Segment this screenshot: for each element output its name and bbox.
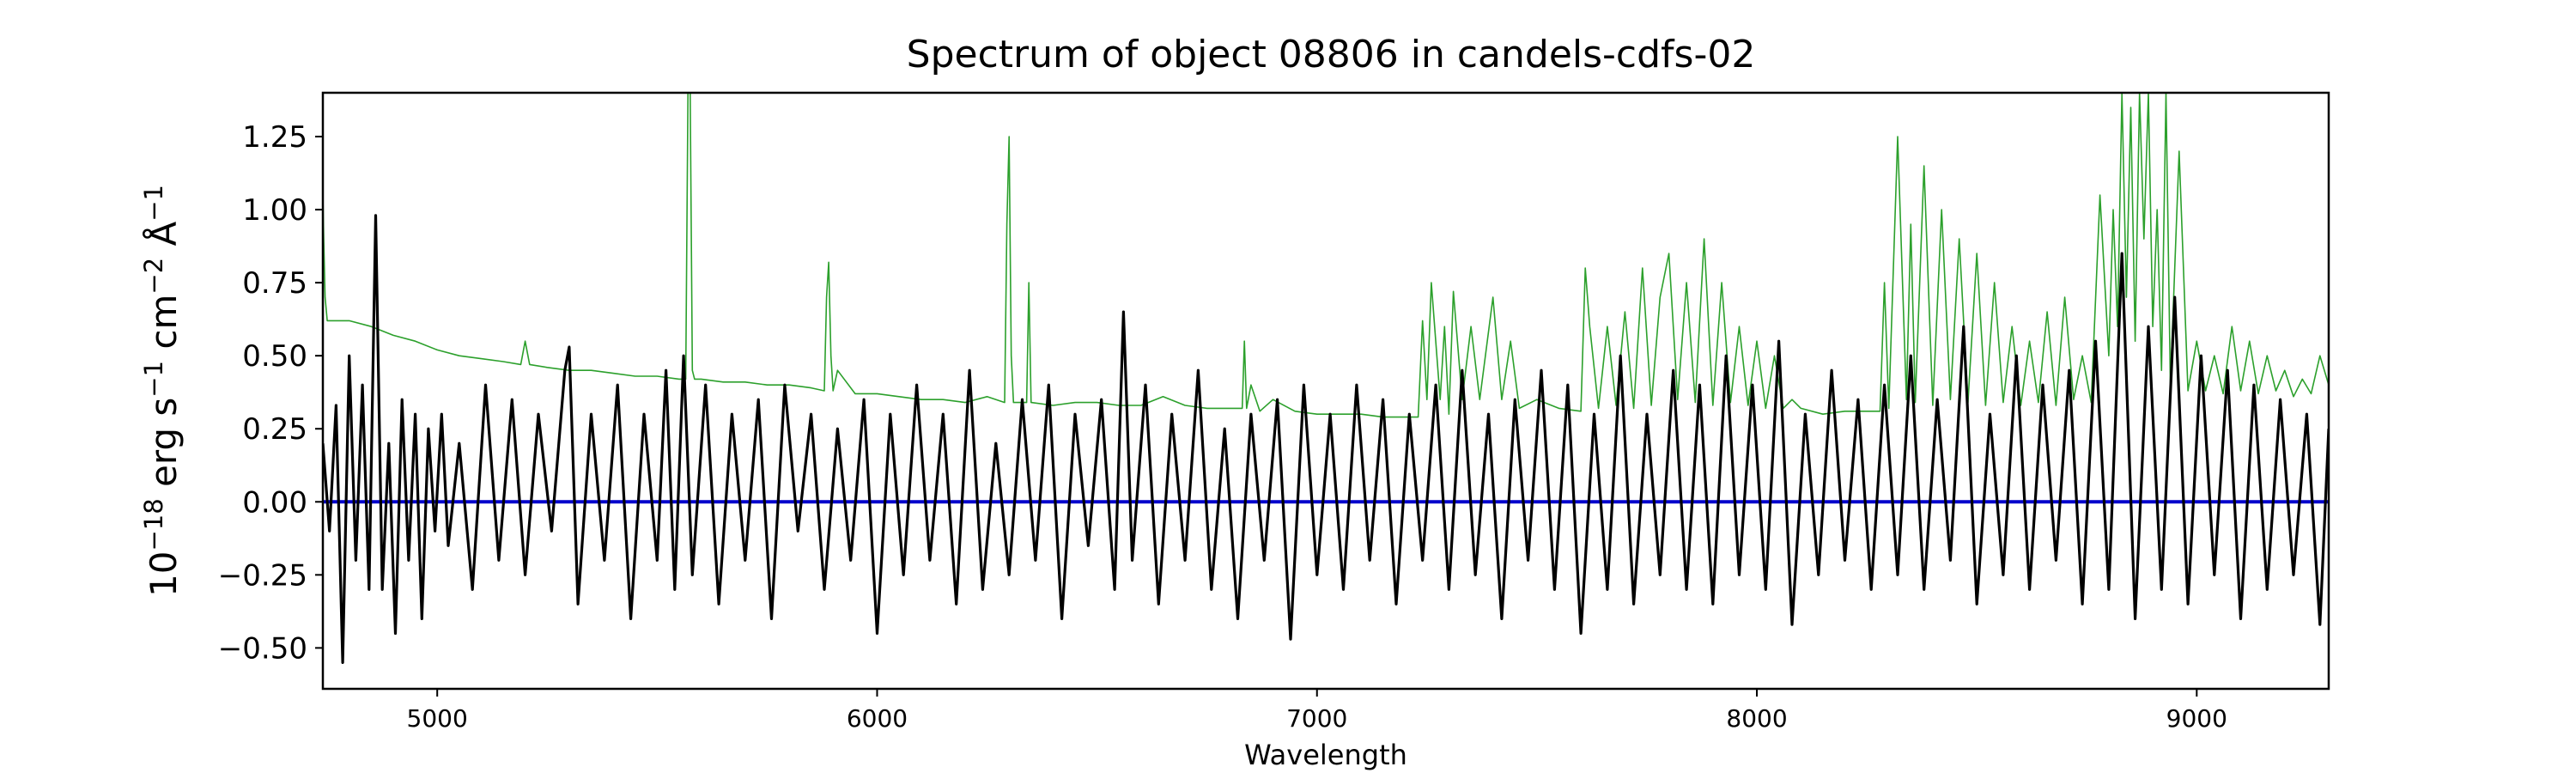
plot-frame: [321, 91, 2330, 691]
y-axis-label: 10−18 erg s−1 cm−2 Å−1: [139, 185, 185, 597]
series-line-flux: [323, 214, 2329, 664]
y-axis-label-exp: −18: [139, 498, 168, 551]
y-tick-label: 0.75: [242, 266, 307, 301]
y-axis-label-part: erg s: [143, 398, 185, 499]
chart-title: Spectrum of object 08806 in candels-cdfs…: [907, 33, 1756, 76]
y-axis-label-part: −2: [139, 258, 168, 295]
y-axis-label-part: cm: [143, 295, 185, 361]
y-axis-label-base: 10: [143, 551, 185, 597]
y-tick-label: 1.00: [242, 193, 307, 228]
y-tick-label: 0.25: [242, 412, 307, 447]
series-line-error: [323, 93, 2329, 418]
y-axis-label-part: −1: [139, 361, 168, 398]
y-tick-label: 1.25: [242, 120, 307, 155]
x-axis-label: Wavelength: [1244, 739, 1407, 771]
y-tick-label: −0.50: [218, 631, 307, 666]
x-tick-label: 6000: [847, 704, 908, 733]
y-axis: −0.50 −0.25 0.00 0.25 0.50 0.75 1.00 1.25: [218, 120, 323, 666]
x-tick-label: 9000: [2166, 704, 2227, 733]
y-axis-label-part: Å: [142, 222, 185, 258]
x-tick-label: 8000: [1726, 704, 1787, 733]
y-tick-label: 0.50: [242, 339, 307, 374]
y-tick-label: 0.00: [242, 485, 307, 520]
y-axis-label-part: −1: [139, 185, 168, 222]
plot-area: [323, 93, 2329, 664]
x-tick-label: 7000: [1286, 704, 1347, 733]
x-tick-label: 5000: [407, 704, 468, 733]
x-axis: 5000 6000 7000 8000 9000: [407, 689, 2227, 733]
y-tick-label: −0.25: [218, 558, 307, 593]
